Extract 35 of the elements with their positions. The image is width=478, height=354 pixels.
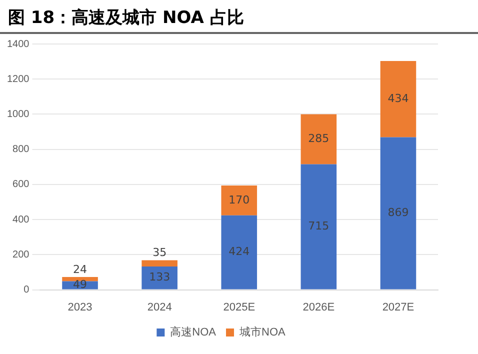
data-label: 133 <box>149 270 170 284</box>
bar <box>300 164 337 290</box>
data-label: 715 <box>308 220 330 233</box>
data-label: 170 <box>228 193 250 206</box>
bar <box>300 114 337 164</box>
data-label: 869 <box>388 206 409 220</box>
data-label: 24 <box>73 262 88 276</box>
legend-label: 城市NOA <box>238 326 286 339</box>
bar <box>221 186 258 216</box>
x-tick-label: 2025E <box>223 301 256 314</box>
bar <box>221 215 258 290</box>
y-tick-label: 0 <box>24 284 30 296</box>
data-label: 49 <box>73 278 88 292</box>
x-tick-label: 2026E <box>302 301 335 314</box>
bar <box>380 137 416 290</box>
bar <box>380 61 416 138</box>
x-tick-label: 2027E <box>382 301 414 314</box>
data-label: 35 <box>152 246 167 260</box>
legend-label: 高速NOA <box>170 326 217 339</box>
data-label: 285 <box>308 132 330 146</box>
y-tick-label: 1200 <box>6 74 30 85</box>
bar <box>62 276 98 282</box>
data-label: 424 <box>228 245 250 258</box>
bar <box>142 266 178 290</box>
x-tick-label: 2023 <box>68 301 92 314</box>
x-tick-label: 2024 <box>147 301 172 314</box>
y-tick-label: 200 <box>12 249 30 260</box>
y-tick-label: 1400 <box>6 38 30 50</box>
y-tick-label: 800 <box>12 144 30 156</box>
y-tick-label: 600 <box>12 179 30 190</box>
chart-title: 图 18：高速及城市 NOA 占比 <box>0 0 478 34</box>
bar <box>142 260 178 266</box>
data-label: 434 <box>388 92 409 105</box>
y-tick-label: 400 <box>12 214 30 226</box>
y-tick-label: 1000 <box>6 108 30 120</box>
